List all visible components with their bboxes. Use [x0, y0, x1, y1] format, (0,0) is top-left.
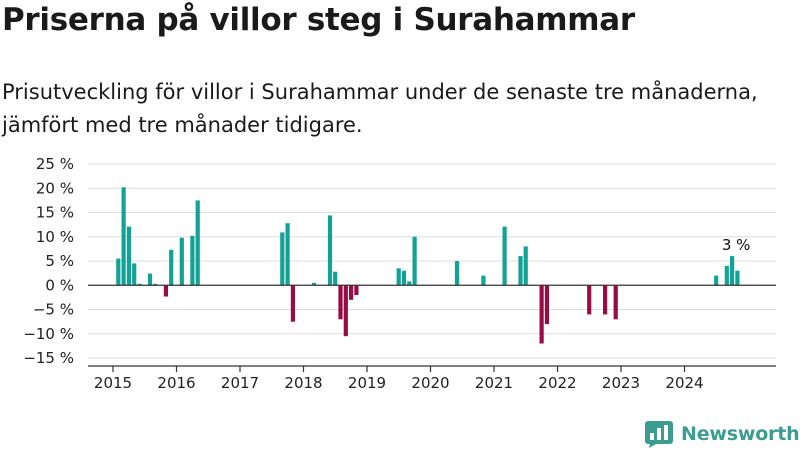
x-tick-label: 2023 [602, 374, 640, 392]
y-tick-label: −10 % [23, 325, 74, 343]
bar [169, 249, 174, 286]
bar [396, 268, 401, 286]
bar [137, 283, 142, 286]
bar [333, 271, 338, 286]
bar [724, 265, 729, 286]
bar [338, 285, 343, 320]
x-tick-label: 2016 [157, 374, 195, 392]
bar [407, 281, 412, 286]
bar [121, 187, 126, 286]
x-tick-label: 2019 [348, 374, 386, 392]
bar [523, 246, 528, 286]
bar [153, 283, 158, 286]
bar [343, 285, 348, 337]
bar [132, 263, 137, 286]
x-tick-label: 2021 [475, 374, 513, 392]
bar-chart-logo-icon [645, 421, 673, 448]
x-axis-ticks: 2015 2016 2017 2018 2019 2020 2021 2022 2023 2024 [94, 366, 704, 392]
bar [349, 285, 354, 300]
bar [539, 285, 544, 344]
y-tick-label: 10 % [36, 228, 74, 246]
bar [544, 285, 549, 325]
bar [454, 261, 460, 286]
bar [401, 270, 407, 286]
x-tick-label: 2024 [665, 374, 703, 392]
x-tick-label: 2018 [284, 374, 322, 392]
bar [163, 285, 168, 297]
bar [285, 223, 290, 286]
newsworthy-logo: Newsworthy [644, 419, 800, 449]
bar [147, 273, 153, 286]
x-tick-label: 2015 [94, 374, 132, 392]
bar [312, 282, 317, 286]
bar [735, 270, 740, 286]
y-tick-label: 0 % [45, 276, 74, 294]
x-tick-label: 2020 [411, 374, 449, 392]
bar [603, 285, 608, 315]
y-tick-label: 15 % [36, 204, 74, 222]
bar [518, 256, 523, 286]
y-tick-label: 5 % [45, 252, 74, 270]
brand-name: Newsworthy [681, 423, 800, 445]
data-label: 3 % [722, 236, 751, 254]
bar [327, 215, 333, 286]
bar [714, 275, 719, 286]
y-axis-ticks: 25 % 20 % 15 % 10 % 5 % 0 % −5 % −10 % −15 % [23, 155, 74, 367]
bar [190, 235, 195, 286]
bar [195, 200, 200, 286]
y-tick-label: −15 % [23, 349, 74, 367]
annotations: 3 % [722, 236, 751, 254]
y-tick-label: 20 % [36, 179, 74, 197]
bar [502, 226, 507, 286]
x-tick-label: 2022 [538, 374, 576, 392]
bar [280, 232, 285, 286]
gridlines [88, 163, 776, 359]
bars [116, 187, 740, 344]
bar [354, 285, 359, 295]
bar [290, 285, 295, 322]
chart-title: Priserna på villor steg i Surahammar [2, 2, 635, 38]
bar [116, 258, 121, 286]
chart-subtitle: Prisutveckling för villor i Surahammar u… [2, 80, 758, 137]
x-tick-label: 2017 [221, 374, 259, 392]
bar [730, 256, 735, 286]
y-tick-label: −5 % [33, 301, 74, 319]
bar [587, 285, 592, 315]
y-tick-label: 25 % [36, 155, 74, 173]
bar [412, 236, 417, 286]
bar [613, 285, 618, 320]
bar [126, 226, 131, 286]
bar [179, 237, 184, 286]
bar [481, 275, 486, 286]
bar-chart: 25 % 20 % 15 % 10 % 5 % 0 % −5 % −10 % −15 % 201… [23, 155, 776, 392]
